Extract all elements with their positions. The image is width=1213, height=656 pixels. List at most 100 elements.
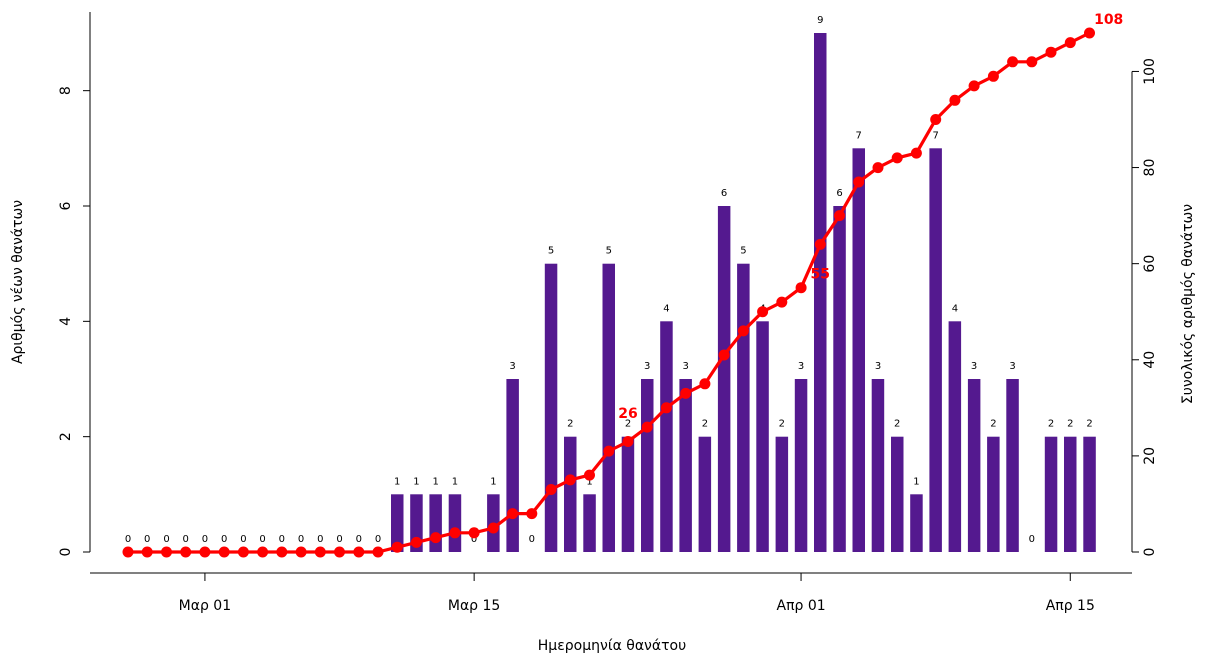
cumulative-point bbox=[1084, 27, 1095, 39]
bar bbox=[717, 206, 731, 552]
bar-value-label: 0 bbox=[298, 534, 304, 545]
cumulative-point bbox=[180, 546, 192, 558]
bar-value-label: 2 bbox=[702, 419, 708, 430]
cumulative-point bbox=[834, 210, 845, 222]
cumulative-point bbox=[295, 546, 307, 558]
bar-value-label: 0 bbox=[163, 534, 169, 545]
bar bbox=[1083, 436, 1096, 552]
bar-value-label: 6 bbox=[836, 188, 842, 199]
cumulative-point bbox=[218, 546, 230, 558]
bar-value-label: 1 bbox=[413, 476, 419, 487]
bar bbox=[641, 379, 654, 552]
bar-value-label: 2 bbox=[625, 419, 631, 430]
bar-value-label: 1 bbox=[490, 476, 496, 487]
cumulative-point bbox=[1007, 56, 1019, 68]
cumulative-point bbox=[410, 536, 422, 548]
cumulative-point bbox=[141, 546, 153, 558]
bar bbox=[621, 436, 635, 552]
bar-value-label: 0 bbox=[317, 534, 323, 545]
bar-value-label: 1 bbox=[586, 476, 592, 487]
cumulative-point bbox=[930, 114, 942, 125]
bar-value-label: 0 bbox=[356, 534, 362, 545]
cumulative-point bbox=[353, 546, 365, 558]
bar bbox=[948, 321, 962, 552]
bar bbox=[391, 494, 404, 552]
bar-value-label: 1 bbox=[913, 476, 919, 487]
bar bbox=[987, 436, 1000, 552]
bar bbox=[506, 379, 519, 552]
bar bbox=[852, 148, 865, 553]
bar-value-label: 2 bbox=[1067, 419, 1073, 430]
cumulative-point bbox=[968, 80, 980, 92]
bar-value-label: 3 bbox=[875, 361, 881, 372]
bar bbox=[967, 379, 981, 552]
cumulative-point bbox=[449, 527, 461, 539]
bar-value-label: 0 bbox=[259, 534, 265, 545]
bar bbox=[410, 494, 423, 552]
left-axis-tick-label: 8 bbox=[58, 86, 74, 95]
bars-layer bbox=[391, 33, 1096, 553]
cumulative-point bbox=[314, 546, 326, 558]
cumulative-point bbox=[641, 421, 653, 433]
cumulative-point bbox=[757, 306, 769, 318]
bar-value-label: 2 bbox=[990, 419, 996, 430]
cumulative-point bbox=[872, 162, 884, 174]
right-axis-tick-label: 0 bbox=[1142, 548, 1158, 557]
bar-value-label: 0 bbox=[183, 534, 189, 545]
cumulative-point bbox=[372, 546, 384, 558]
left-axis-tick-label: 4 bbox=[58, 317, 74, 326]
bar bbox=[544, 263, 558, 552]
cumulative-annotation: 108 bbox=[1094, 12, 1123, 28]
cumulative-point bbox=[795, 282, 807, 294]
bar bbox=[871, 379, 885, 552]
right-axis-tick-label: 20 bbox=[1142, 447, 1158, 465]
bar-value-label: 3 bbox=[509, 361, 515, 372]
cumulative-point bbox=[680, 387, 692, 399]
bottom-axis-tick-label: Μαρ 01 bbox=[179, 598, 231, 614]
bar bbox=[660, 321, 673, 552]
bar bbox=[564, 436, 577, 552]
bar bbox=[929, 148, 942, 553]
bar bbox=[1064, 436, 1077, 552]
bottom-axis-tick-label: Μαρ 15 bbox=[448, 598, 500, 614]
cumulative-point bbox=[737, 325, 749, 337]
bar-value-label: 7 bbox=[933, 130, 939, 141]
cumulative-point bbox=[853, 176, 865, 188]
cumulative-point bbox=[1026, 56, 1038, 68]
bar bbox=[583, 494, 596, 552]
bottom-axis-tick-label: Απρ 01 bbox=[777, 598, 826, 614]
bar bbox=[891, 436, 904, 552]
cumulative-point bbox=[487, 522, 499, 534]
cumulative-point bbox=[949, 94, 961, 106]
bar bbox=[756, 321, 769, 552]
bar bbox=[910, 494, 923, 552]
bar-value-label: 2 bbox=[894, 419, 900, 430]
bar-value-label: 7 bbox=[856, 130, 862, 141]
bar-value-label: 2 bbox=[779, 419, 785, 430]
bar-value-label: 1 bbox=[394, 476, 400, 487]
bar bbox=[1044, 436, 1058, 552]
bar-value-label: 1 bbox=[433, 476, 439, 487]
bar-value-label: 0 bbox=[144, 534, 150, 545]
bar-value-label: 0 bbox=[529, 534, 535, 545]
bar-value-label: 3 bbox=[798, 361, 804, 372]
cumulative-point bbox=[564, 474, 576, 486]
bar-value-label: 3 bbox=[971, 361, 977, 372]
bar-value-label: 5 bbox=[548, 246, 554, 257]
cumulative-point bbox=[507, 508, 519, 520]
bar bbox=[602, 263, 615, 552]
cumulative-point bbox=[603, 445, 615, 457]
cumulative-point bbox=[660, 402, 672, 414]
bar-value-label: 0 bbox=[125, 534, 131, 545]
bar-value-label: 2 bbox=[1048, 419, 1054, 430]
bar-value-label: 3 bbox=[683, 361, 689, 372]
cumulative-point bbox=[391, 541, 403, 553]
bar bbox=[1006, 379, 1019, 552]
cumulative-point bbox=[161, 546, 172, 558]
cumulative-point bbox=[334, 546, 345, 558]
bar-value-label: 2 bbox=[567, 419, 573, 430]
right-axis-tick-label: 100 bbox=[1142, 58, 1158, 85]
cumulative-point bbox=[910, 147, 922, 159]
left-axis-tick-label: 6 bbox=[58, 201, 74, 210]
right-axis-tick-label: 40 bbox=[1142, 351, 1158, 369]
